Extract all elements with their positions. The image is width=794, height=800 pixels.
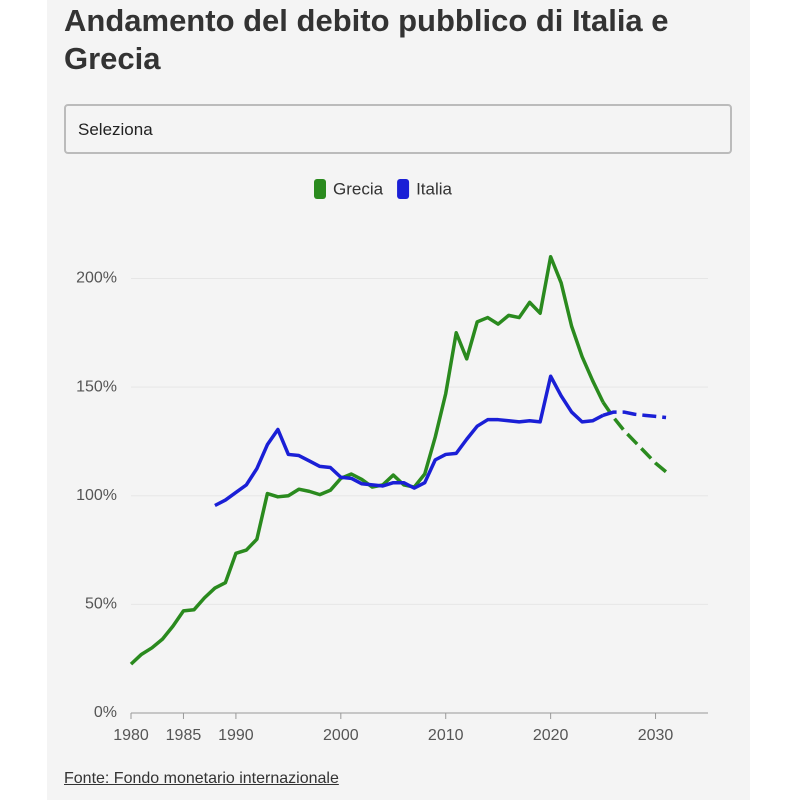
x-tick-label: 2010 — [428, 727, 464, 744]
y-tick-label: 150% — [76, 378, 117, 395]
legend-label: Italia — [416, 179, 452, 198]
data-line — [129, 254, 605, 666]
chart: Grecia Italia 0% 50% 100% 150% 200% 1980 1985 199… — [76, 179, 708, 744]
legend-label: Grecia — [333, 179, 384, 198]
x-tick-label: 1990 — [218, 727, 254, 744]
legend-swatch — [314, 179, 326, 199]
select-box[interactable]: Seleziona — [64, 104, 732, 154]
data-line — [214, 374, 604, 508]
x-tick-label: 1980 — [113, 727, 149, 744]
source-link[interactable]: Fonte: Fondo monetario internazionale — [64, 770, 339, 787]
x-tick-label: 1985 — [166, 727, 202, 744]
chart-title: Andamento del debito pubblico di Italia … — [64, 3, 669, 76]
x-tick-label: 2030 — [638, 727, 674, 744]
x-tick-label: 2020 — [533, 727, 569, 744]
y-tick-label: 200% — [76, 270, 117, 287]
legend-swatch — [397, 179, 410, 199]
y-tick-label: 100% — [76, 487, 117, 504]
x-tick-label: 2000 — [323, 727, 359, 744]
forecast-line — [601, 401, 668, 474]
y-tick-label: 0% — [94, 704, 117, 721]
y-tick-label: 50% — [85, 596, 117, 613]
forecast-line — [602, 410, 667, 420]
